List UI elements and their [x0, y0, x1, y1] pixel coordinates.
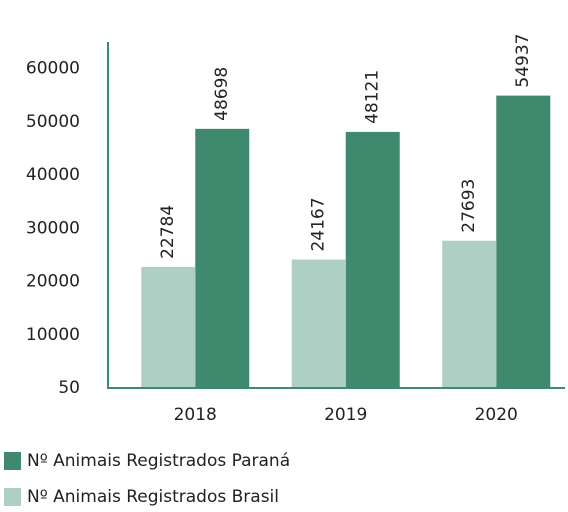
y-tick-label: 50 — [58, 378, 80, 398]
x-tick-label: 2020 — [475, 405, 518, 425]
y-tick-label: 30000 — [26, 218, 80, 238]
legend-label: Nº Animais Registrados Paraná — [27, 451, 290, 471]
y-tick-label: 50000 — [26, 112, 80, 132]
x-tick-label: 2018 — [174, 405, 217, 425]
x-tick-label: 2019 — [324, 405, 367, 425]
bar — [141, 266, 196, 388]
data-label: 48698 — [212, 67, 232, 121]
y-tick-label: 40000 — [26, 165, 80, 185]
data-label: 27693 — [459, 179, 479, 233]
legend-label: Nº Animais Registrados Brasil — [27, 487, 279, 507]
bar — [442, 240, 497, 388]
bar — [496, 95, 551, 388]
legend-swatch — [4, 488, 21, 506]
data-label: 24167 — [309, 197, 329, 251]
y-tick-label: 60000 — [26, 59, 80, 79]
data-label: 54937 — [513, 34, 533, 88]
y-tick-label: 20000 — [26, 272, 80, 292]
y-tick-label: 10000 — [26, 325, 80, 345]
bar — [195, 128, 250, 388]
data-label: 48121 — [363, 70, 383, 124]
bar — [291, 259, 346, 388]
legend-swatch — [4, 452, 21, 470]
bar — [345, 131, 400, 388]
data-label: 22784 — [158, 205, 178, 259]
